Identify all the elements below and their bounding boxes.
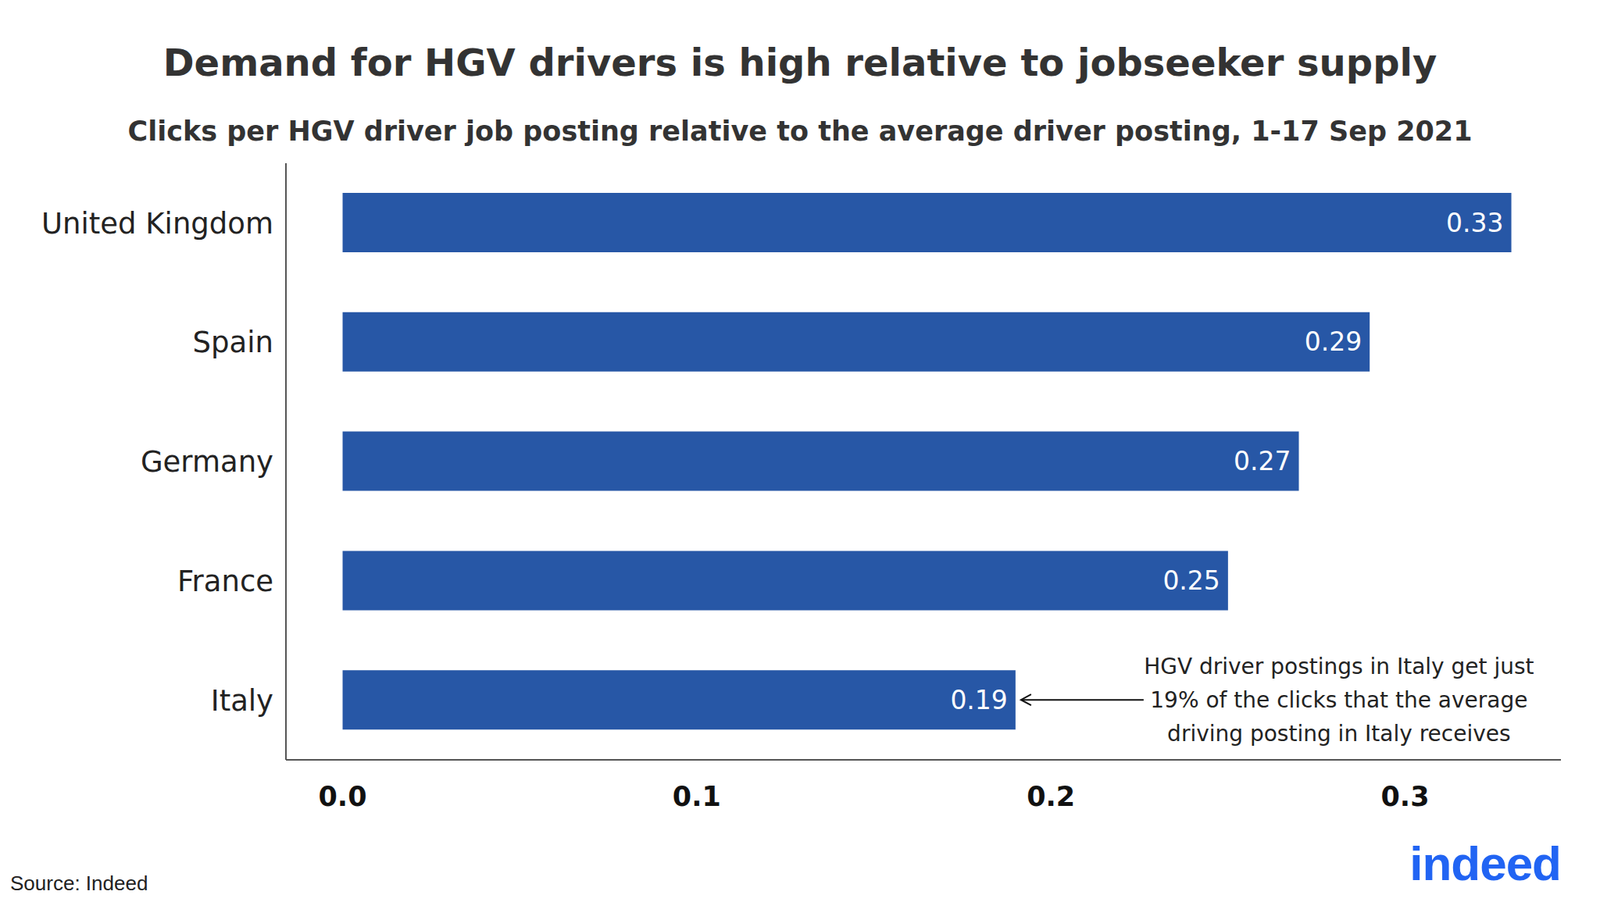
svg-text:HGV driver postings in Italy g: HGV driver postings in Italy get just [1143, 653, 1534, 680]
svg-text:0.2: 0.2 [1026, 781, 1075, 813]
html-text:indeed: indeed [1409, 836, 1561, 891]
svg-text:0.25: 0.25 [1162, 565, 1220, 597]
html-text:Source: Indeed: Source: Indeed [10, 871, 148, 896]
svg-text:0.3: 0.3 [1381, 781, 1430, 813]
html-text:Clicks per HGV driver job post: Clicks per HGV driver job posting relati… [127, 115, 1473, 147]
svg-text:Spain: Spain [192, 325, 274, 360]
svg-text:0.1: 0.1 [672, 781, 722, 813]
svg-text:Italy: Italy [210, 684, 274, 718]
svg-text:0.27: 0.27 [1233, 446, 1291, 477]
svg-text:Germany: Germany [140, 445, 274, 479]
svg-text:0.0: 0.0 [318, 781, 368, 813]
svg-text:0.33: 0.33 [1446, 207, 1504, 239]
svg-text:0.19: 0.19 [950, 685, 1008, 716]
svg-text:19% of the clicks that the ave: 19% of the clicks that the average [1150, 687, 1528, 714]
svg-text:United Kingdom: United Kingdom [41, 207, 274, 241]
svg-text:France: France [177, 564, 274, 599]
svg-text:driving posting in Italy recei: driving posting in Italy receives [1167, 721, 1511, 747]
html-text:Demand for HGV drivers is high: Demand for HGV drivers is high relative … [163, 40, 1437, 85]
svg-text:0.29: 0.29 [1304, 326, 1362, 358]
